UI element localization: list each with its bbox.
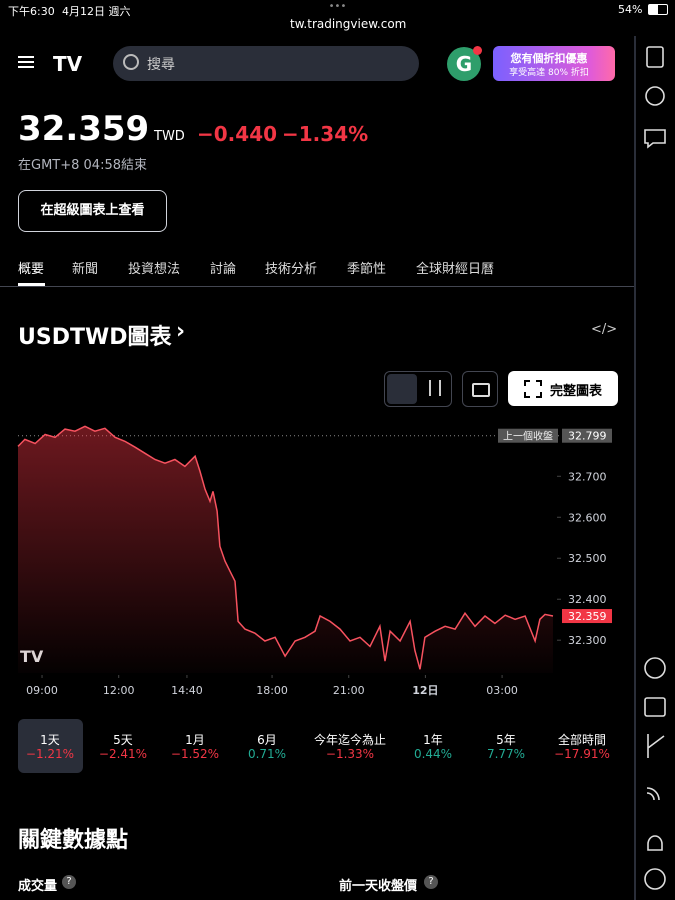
chart-style-group: [384, 371, 452, 407]
period-label[interactable]: 5年: [496, 733, 516, 747]
notification-dot: [473, 46, 482, 55]
stream-icon[interactable]: [646, 787, 660, 801]
full-chart-label: 完整圖表: [550, 384, 603, 399]
tab[interactable]: 新聞: [72, 262, 99, 277]
drawing-icon[interactable]: [647, 734, 665, 758]
battery-icon: [648, 4, 668, 15]
ideas-icon[interactable]: [644, 657, 666, 679]
y-tick-label: 32.500: [568, 552, 607, 565]
tab[interactable]: 投資想法: [128, 262, 181, 277]
previous-close-value: 32.799: [568, 430, 607, 443]
promo-button[interactable]: 您有個折扣優惠 享受高達 80% 折扣: [493, 46, 615, 81]
period-change: −17.91%: [554, 747, 610, 761]
info-icon[interactable]: ?: [424, 875, 438, 889]
period-change: −1.21%: [25, 747, 75, 761]
tab[interactable]: 概要: [18, 262, 45, 277]
y-tick-label: 32.400: [568, 593, 607, 606]
change: −0.440: [197, 122, 278, 146]
battery: 54%: [618, 3, 643, 16]
period-highlight: [18, 719, 83, 773]
logo[interactable]: TV: [53, 52, 83, 76]
period-label[interactable]: 全部時間: [557, 733, 606, 747]
status-time: 下午6:30: [8, 5, 55, 18]
search-box[interactable]: 搜尋: [113, 46, 419, 81]
x-tick-label: 18:00: [256, 684, 288, 697]
period-label[interactable]: 1年: [423, 733, 443, 747]
key-stats-title: 關鍵數據點: [18, 828, 129, 853]
status-date: 4月12日 週六: [62, 5, 131, 18]
tab[interactable]: 技術分析: [265, 262, 318, 277]
chat-icon[interactable]: [644, 129, 666, 149]
period-label[interactable]: 今年迄今為止: [313, 733, 386, 747]
tabs: 概要 新聞 投資想法 討論 技術分析 季節性 全球財經日曆: [0, 258, 634, 287]
search-placeholder: 搜尋: [147, 57, 175, 73]
period-change: 7.77%: [486, 747, 526, 761]
alerts-icon[interactable]: [645, 86, 665, 106]
period-label[interactable]: 5天: [113, 733, 133, 747]
info-icon[interactable]: ?: [62, 875, 76, 889]
period-change: −1.52%: [170, 747, 220, 761]
candle-style-button[interactable]: [429, 380, 441, 396]
dots: •••: [328, 1, 347, 12]
tab[interactable]: 討論: [210, 262, 237, 277]
avatar[interactable]: G: [447, 47, 481, 81]
last-price-tag: [562, 609, 612, 624]
chart-heading[interactable]: USDTWD圖表: [18, 325, 172, 350]
y-tick-label: 32.700: [568, 470, 607, 483]
full-chart-button[interactable]: 完整圖表: [508, 371, 618, 406]
x-tick-label: 14:40: [171, 684, 203, 697]
x-tick-label: 12:00: [103, 684, 135, 697]
currency: TWD: [154, 129, 185, 144]
period-change: −1.33%: [325, 747, 375, 761]
snapshot-button[interactable]: [462, 371, 498, 407]
stat-label: 前一天收盤價: [339, 879, 418, 894]
previous-close-tag: [498, 428, 558, 443]
area-fill: [18, 426, 553, 673]
promo-title: 您有個折扣優惠: [510, 52, 588, 65]
market-status: 在GMT+8 04:58結束: [18, 158, 147, 173]
watchlist-icon[interactable]: [646, 46, 664, 68]
period-label[interactable]: 1天: [40, 733, 60, 747]
x-tick-label: 03:00: [486, 684, 518, 697]
tab[interactable]: 全球財經日曆: [416, 262, 495, 277]
search-icon: [123, 54, 139, 70]
menu-button[interactable]: [18, 56, 34, 58]
period-change: −2.41%: [98, 747, 148, 761]
period-label[interactable]: 6月: [257, 733, 277, 747]
chevron: ›: [176, 319, 186, 344]
sidebar: [634, 36, 666, 900]
x-tick-label: 09:00: [26, 684, 58, 697]
notifications-icon[interactable]: [647, 835, 663, 851]
y-tick-label: 32.600: [568, 511, 607, 524]
period-label[interactable]: 1月: [185, 733, 205, 747]
url: tw.tradingview.com: [290, 17, 407, 31]
period-change: 0.44%: [413, 747, 453, 761]
x-tick-label: 21:00: [333, 684, 365, 697]
supercharts-button[interactable]: 在超級圖表上查看: [18, 190, 167, 232]
y-tick-label: 32.300: [568, 634, 607, 647]
chart: TV 32.30032.40032.50032.60032.70009:0012…: [17, 425, 612, 697]
previous-close-label: 上一個收盤: [503, 430, 553, 443]
price-line: [17, 425, 554, 670]
calendar-icon[interactable]: [644, 697, 666, 717]
last-price-label: 32.359: [568, 610, 607, 623]
change-percent: −1.34%: [282, 122, 369, 146]
price: 32.359: [18, 109, 150, 149]
promo-subtitle: 享受高達 80% 折扣: [509, 68, 589, 78]
tab-underline: [18, 283, 45, 286]
tab[interactable]: 季節性: [347, 262, 387, 277]
period-change: 0.71%: [247, 747, 287, 761]
help-icon[interactable]: [644, 868, 666, 890]
stat-label: 成交量: [18, 879, 58, 894]
periods: 1天 −1.21% 5天 −2.41% 1月 −1.52% 6月 0.71% 今年迄今為止 −1.…: [0, 718, 634, 774]
x-tick-label: 12日: [412, 684, 438, 697]
previous-close-value-tag: [562, 428, 612, 443]
area-style-button[interactable]: [387, 374, 417, 404]
embed-icon[interactable]: </>: [591, 322, 618, 337]
